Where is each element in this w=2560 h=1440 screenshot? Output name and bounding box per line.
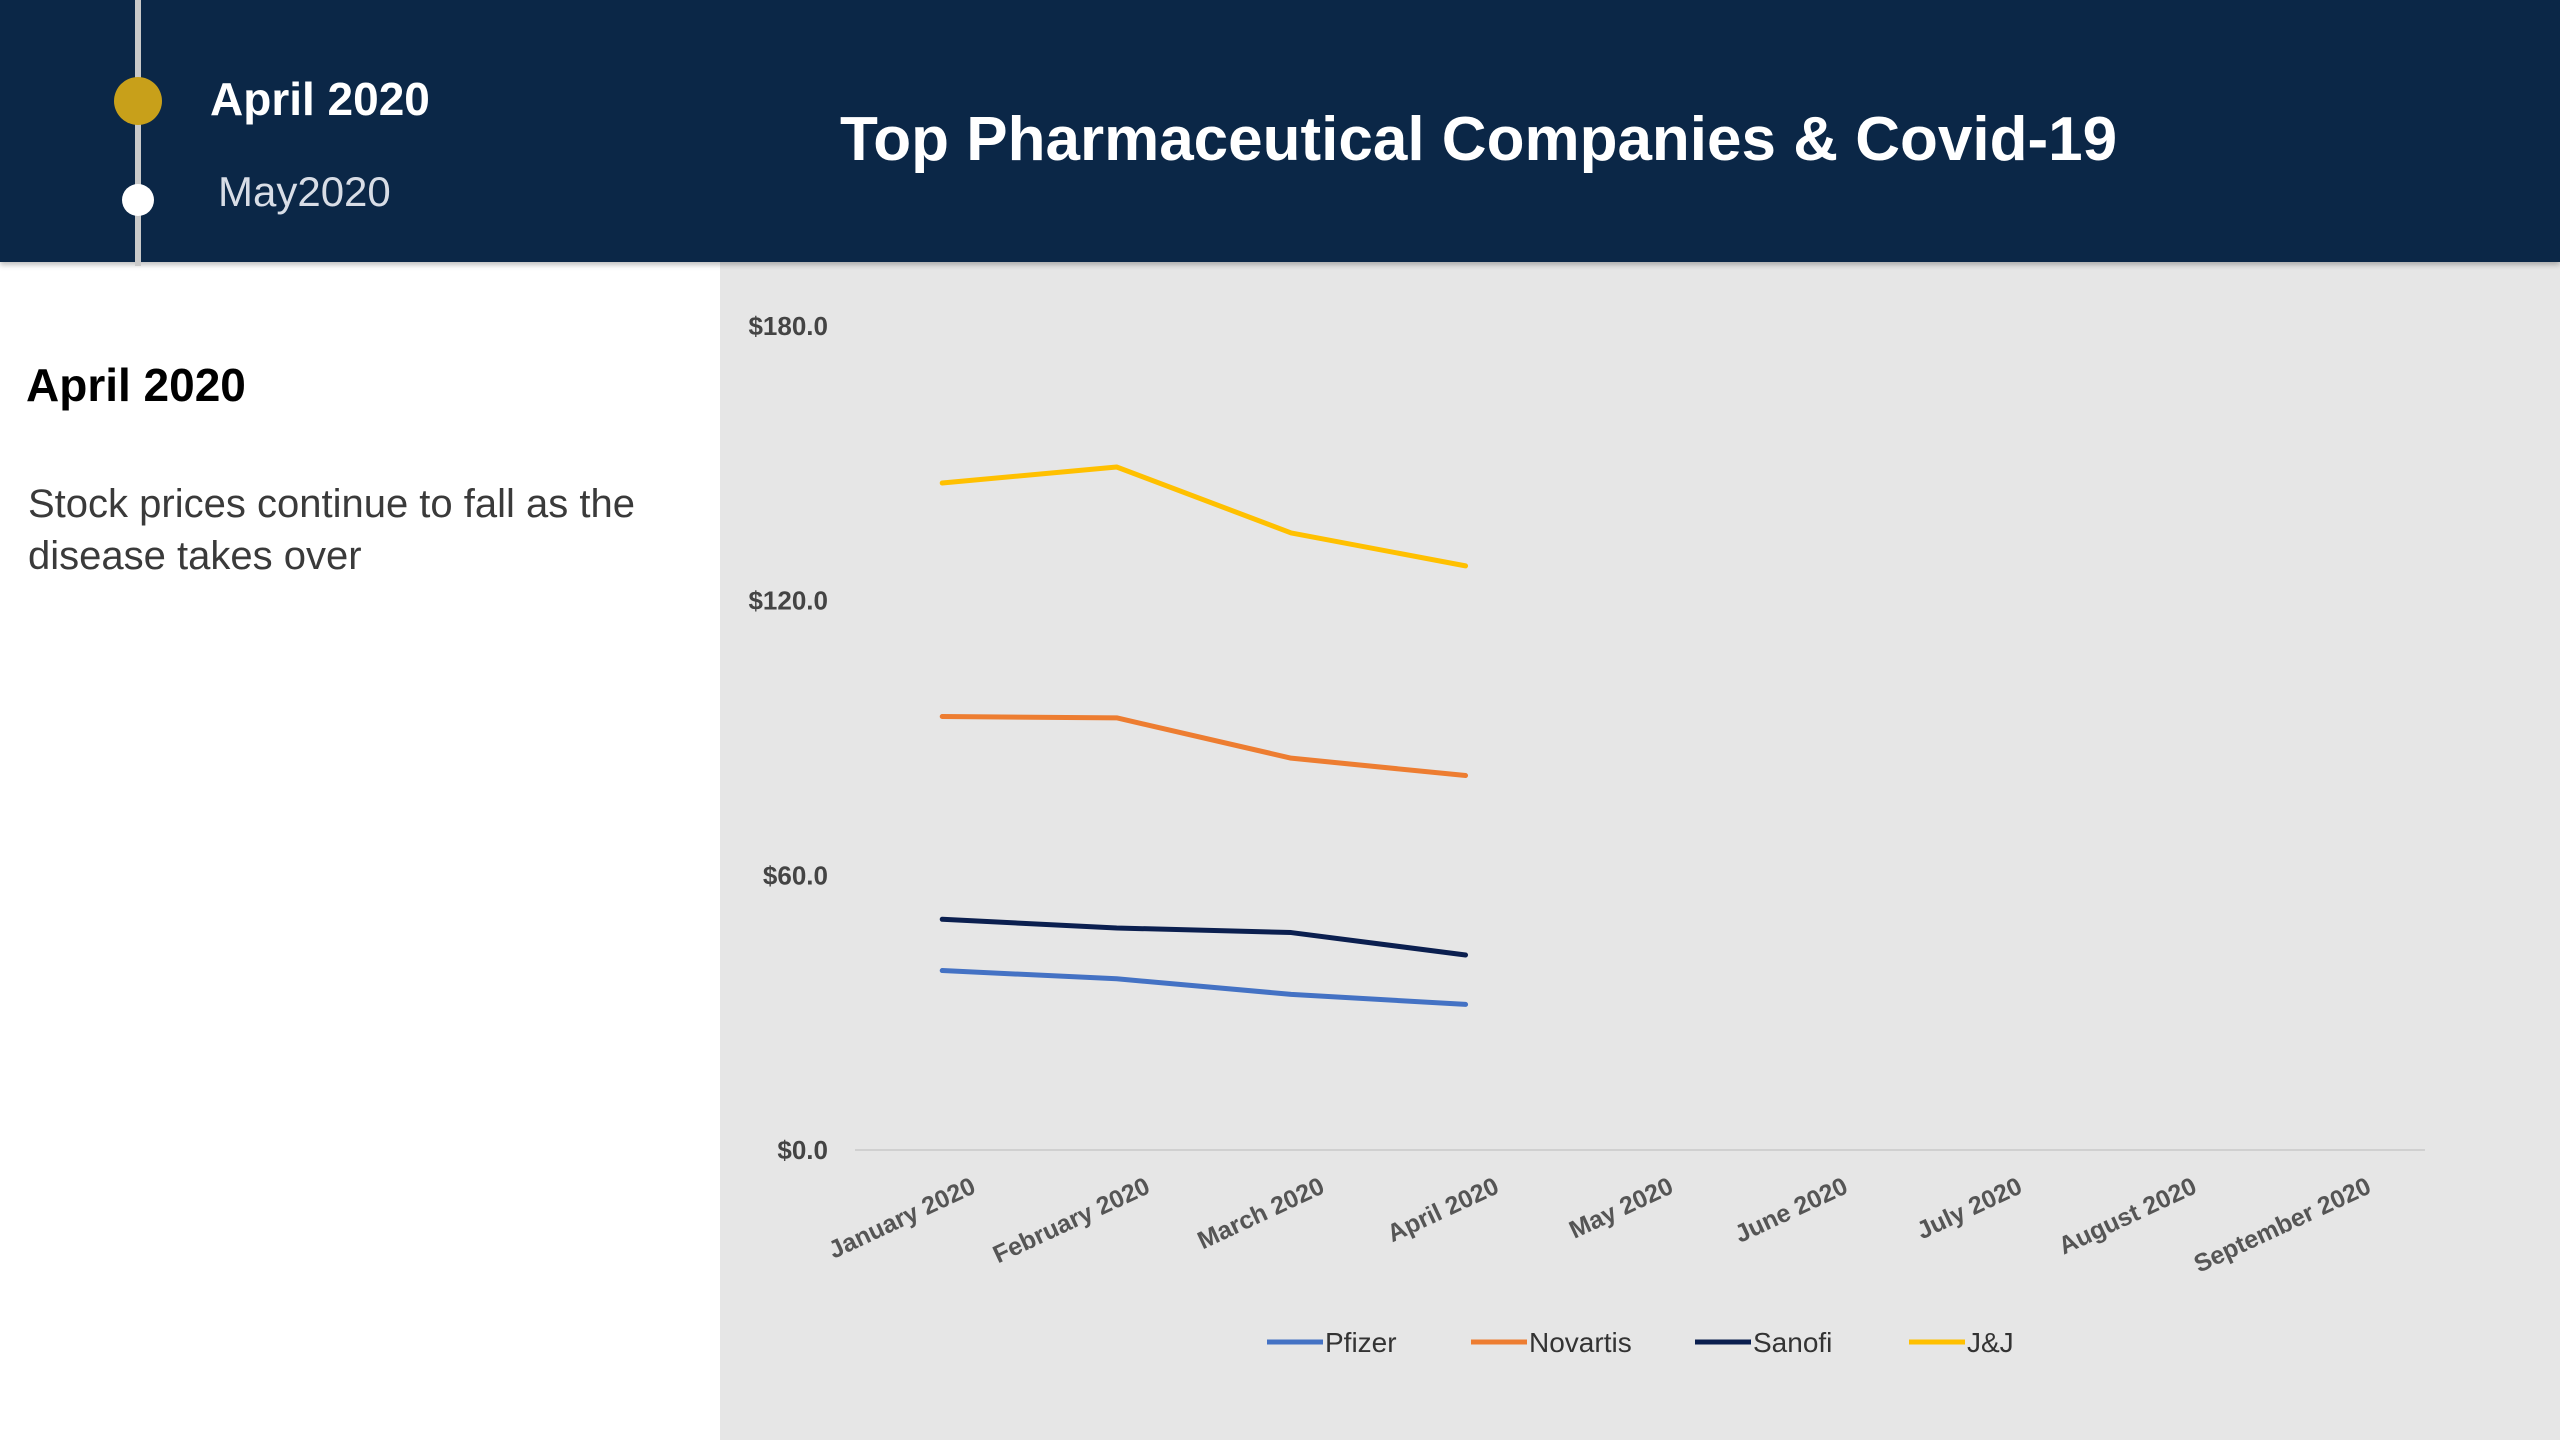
series-line-0 [939,968,1469,1007]
series-line-3 [939,464,1469,569]
x-tick-label: September 2020 [2190,1172,2376,1278]
timeline-current-label[interactable]: April 2020 [210,73,430,125]
x-tick-label: June 2020 [1731,1172,1852,1248]
timeline-next-label[interactable]: May2020 [218,168,391,215]
header-bar [0,0,2560,262]
timeline-line [135,0,141,266]
x-tick-label: May 2020 [1565,1172,1678,1244]
y-tick-label: $60.0 [763,860,828,890]
sidebar-heading: April 2020 [26,359,246,411]
legend-label: Pfizer [1325,1327,1397,1358]
timeline-next-dot[interactable] [122,184,154,216]
y-tick-label: $120.0 [748,586,828,616]
x-tick-label: March 2020 [1193,1172,1328,1255]
chart-panel: $180.0 $120.0 $60.0 $0.0 January 2020 Februar… [720,262,2560,1440]
y-tick-label: $0.0 [777,1135,828,1165]
x-tick-label: July 2020 [1913,1172,2027,1245]
page-title: Top Pharmaceutical Companies & Covid-19 [840,105,2118,174]
sidebar-description: Stock prices continue to fall as the dis… [28,482,635,578]
line-chart: $180.0 $120.0 $60.0 $0.0 January 2020 Februar… [748,311,2425,1358]
legend-label: Novartis [1529,1327,1632,1358]
series-line-1 [939,713,1469,779]
legend-label: J&J [1967,1327,2014,1358]
series-line-2 [939,916,1469,958]
timeline-current-dot[interactable] [114,77,162,125]
legend-label: Sanofi [1753,1327,1832,1358]
x-tick-label: August 2020 [2054,1172,2201,1260]
x-tick-label: February 2020 [989,1172,1154,1269]
x-tick-label: January 2020 [824,1172,979,1264]
x-tick-label: April 2020 [1383,1172,1503,1248]
y-tick-label: $180.0 [748,311,828,341]
